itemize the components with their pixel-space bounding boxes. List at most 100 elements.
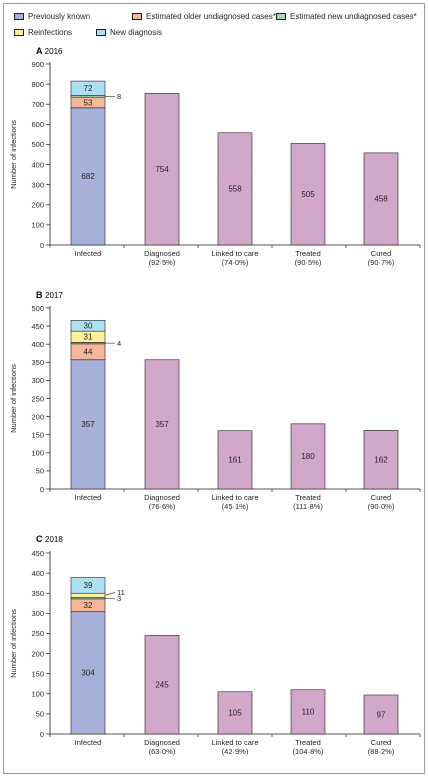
y-tick-label: 50 (36, 710, 44, 719)
y-tick-label: 100 (31, 449, 44, 458)
bar-segment-previously-known (70, 611, 106, 735)
legend-item-older-undiagnosed: Estimated older undiagnosed cases* (132, 12, 276, 21)
y-tick-label: 0 (40, 485, 44, 494)
x-tick-label: Treated (295, 249, 321, 258)
leader-line (104, 592, 116, 596)
y-tick-label: 150 (31, 669, 44, 678)
data-label-older-undiagnosed: 53 (84, 98, 93, 107)
legend-item-new-diagnosis: New diagnosis (96, 28, 162, 37)
panel-letter: A (36, 46, 45, 56)
y-tick-label: 100 (31, 690, 44, 699)
panel-year: 2017 (45, 291, 63, 300)
y-tick-label: 800 (31, 80, 44, 89)
data-label-cured: 162 (374, 455, 388, 464)
data-label-previously-known: 357 (81, 420, 95, 429)
chart-panel-2018: C 2018 Number of infections 0 50 100 150 200 25… (9, 534, 421, 756)
data-label-treated: 180 (301, 452, 315, 461)
data-label-linked-to-care: 105 (228, 709, 242, 718)
data-label-new-diagnosis: 30 (84, 322, 93, 331)
y-tick-label: 400 (31, 340, 44, 349)
bar-segment-previously-known (70, 107, 106, 246)
data-label-reinfections: 11 (117, 588, 125, 597)
legend-swatch-previously-known (14, 13, 24, 20)
legend-item-previously-known: Previously known (14, 12, 90, 21)
y-tick-label: 500 (31, 304, 44, 313)
bar-segment-new-diagnosis (70, 577, 106, 594)
legend-swatch-new-undiagnosed (276, 13, 286, 20)
data-label-cured: 97 (377, 710, 386, 719)
bar-linked-to-care (217, 430, 253, 490)
y-tick-label: 50 (36, 467, 44, 476)
data-label-previously-known: 304 (81, 669, 95, 678)
panel-letter: B (36, 290, 45, 300)
data-label-diagnosed: 754 (155, 165, 169, 174)
legend-label-reinfections: Reinfections (28, 28, 73, 37)
y-tick-label: 450 (31, 549, 44, 558)
data-label-diagnosed: 357 (155, 420, 169, 429)
y-tick-label: 300 (31, 609, 44, 618)
data-label-linked-to-care: 558 (228, 185, 242, 194)
y-tick-label: 350 (31, 358, 44, 367)
bar-linked-to-care (217, 132, 253, 246)
legend-swatch-older-undiagnosed (132, 13, 142, 20)
panel-title: B 2017 (36, 290, 63, 300)
x-tick-label: Diagnosed (144, 738, 180, 747)
x-tick-percent: (88·2%) (368, 747, 395, 756)
y-axis-label: Number of infections (9, 120, 18, 189)
data-label-previously-known: 682 (81, 172, 95, 181)
x-tick-label-infected: Infected (75, 738, 102, 747)
y-tick-label: 350 (31, 589, 44, 598)
x-tick-percent: (63·0%) (149, 747, 176, 756)
x-tick-label: Cured (371, 493, 391, 502)
x-tick-label: Cured (371, 249, 391, 258)
y-tick-label: 250 (31, 394, 44, 403)
panel-title: C 2018 (36, 534, 63, 544)
y-tick-label: 200 (31, 201, 44, 210)
legend-item-new-undiagnosed: Estimated new undiagnosed cases* (276, 12, 417, 21)
data-label-diagnosed: 245 (155, 681, 169, 690)
data-label-new-undiagnosed: 4 (117, 339, 121, 348)
legend-swatch-new-diagnosis (96, 29, 106, 36)
chart-panel-2016: A 2016 Number of infections 0 100 200 300 400 5… (9, 46, 421, 267)
y-tick-label: 100 (31, 221, 44, 230)
data-label-older-undiagnosed: 44 (84, 348, 93, 357)
x-tick-label: Linked to care (211, 249, 258, 258)
x-tick-percent: (90·7%) (368, 258, 395, 267)
panel-year: 2016 (45, 47, 63, 56)
x-tick-label: Diagnosed (144, 249, 180, 258)
figure-frame (3, 3, 425, 774)
panel-year: 2018 (45, 535, 63, 544)
bar-treated (290, 423, 326, 490)
data-label-new-diagnosis: 72 (84, 84, 93, 93)
x-tick-percent: (104·8%) (293, 747, 324, 756)
legend-label-older-undiagnosed: Estimated older undiagnosed cases* (146, 12, 276, 21)
x-tick-percent: (74·0%) (222, 258, 249, 267)
legend-swatch-reinfections (14, 29, 24, 36)
data-label-treated: 505 (301, 190, 315, 199)
data-label-linked-to-care: 161 (228, 456, 242, 465)
legend-label-new-diagnosis: New diagnosis (110, 28, 163, 37)
y-tick-label: 200 (31, 412, 44, 421)
bar-cured (363, 694, 399, 735)
y-tick-label: 0 (40, 241, 44, 250)
legend-label-previously-known: Previously known (28, 12, 91, 21)
y-tick-label: 500 (31, 140, 44, 149)
x-tick-label: Treated (295, 738, 321, 747)
x-tick-label-infected: Infected (75, 249, 102, 258)
data-label-new-undiagnosed: 8 (117, 92, 121, 101)
y-axis-label: Number of infections (9, 609, 18, 678)
data-label-treated: 110 (302, 708, 315, 717)
x-tick-label: Treated (295, 493, 321, 502)
y-tick-label: 300 (31, 376, 44, 385)
x-tick-percent: (90·5%) (295, 258, 322, 267)
x-tick-label: Linked to care (211, 738, 258, 747)
legend-label-new-undiagnosed: Estimated new undiagnosed cases* (290, 12, 417, 21)
y-tick-label: 250 (31, 629, 44, 638)
panel-title: A 2016 (36, 46, 63, 56)
x-tick-percent: (111·8%) (293, 502, 323, 511)
x-tick-percent: (76·6%) (149, 502, 176, 511)
y-tick-label: 900 (31, 60, 44, 69)
y-tick-label: 0 (40, 730, 44, 739)
x-tick-percent: (45·1%) (222, 502, 249, 511)
chart-panel-2017: B 2017 Number of infections 0 50 100 150 200 25… (9, 290, 421, 511)
